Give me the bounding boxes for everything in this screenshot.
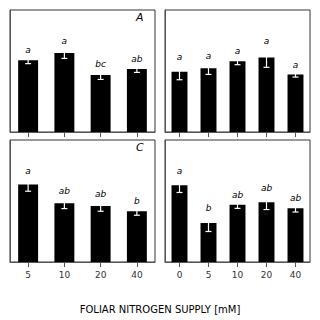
svg-text:b: b [206,203,212,213]
svg-text:a: a [62,36,68,46]
svg-text:ab: ab [261,183,273,193]
svg-text:5: 5 [206,270,212,280]
svg-text:ab: ab [290,193,302,203]
svg-text:a: a [206,51,212,61]
svg-text:a: a [264,36,270,46]
svg-text:ab: ab [59,186,71,196]
svg-text:10: 10 [232,270,244,280]
svg-text:a: a [25,45,31,55]
svg-text:FOLIAR NITROGEN SUPPLY [mM]: FOLIAR NITROGEN SUPPLY [mM] [80,304,241,315]
svg-text:a: a [293,60,299,70]
svg-text:bc: bc [95,59,106,69]
svg-text:a: a [177,166,183,176]
svg-text:5: 5 [25,270,31,280]
svg-text:40: 40 [131,270,143,280]
svg-text:0: 0 [177,270,183,280]
svg-text:C: C [136,141,144,154]
svg-text:10: 10 [59,270,71,280]
svg-text:A: A [135,11,144,24]
svg-text:a: a [235,46,241,56]
svg-text:ab: ab [131,54,143,64]
svg-text:ab: ab [232,190,244,200]
svg-text:20: 20 [95,270,107,280]
svg-text:b: b [134,196,140,206]
svg-text:20: 20 [261,270,273,280]
svg-text:a: a [25,166,31,176]
svg-text:a: a [177,52,183,62]
svg-text:40: 40 [290,270,302,280]
svg-text:ab: ab [95,189,107,199]
